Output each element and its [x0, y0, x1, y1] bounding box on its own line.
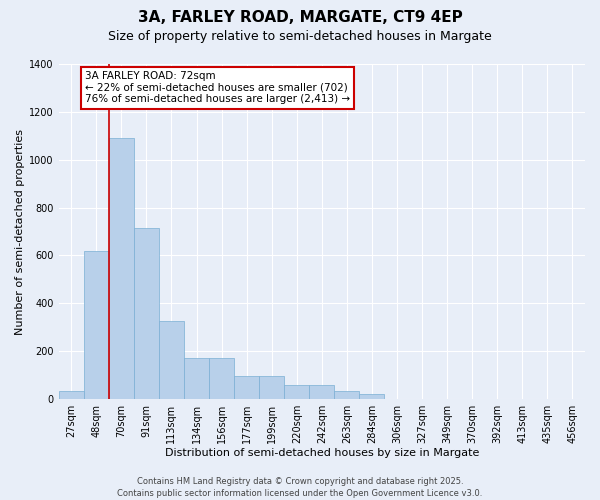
Y-axis label: Number of semi-detached properties: Number of semi-detached properties	[15, 128, 25, 334]
Text: Contains HM Land Registry data © Crown copyright and database right 2025.
Contai: Contains HM Land Registry data © Crown c…	[118, 476, 482, 498]
Bar	[309, 384, 334, 399]
Text: 3A FARLEY ROAD: 72sqm
← 22% of semi-detached houses are smaller (702)
76% of sem: 3A FARLEY ROAD: 72sqm ← 22% of semi-deta…	[85, 71, 350, 104]
Text: 3A, FARLEY ROAD, MARGATE, CT9 4EP: 3A, FARLEY ROAD, MARGATE, CT9 4EP	[137, 10, 463, 25]
Bar	[359, 394, 385, 399]
Bar	[284, 384, 309, 399]
Bar	[59, 390, 84, 399]
Bar	[259, 376, 284, 399]
Bar	[159, 322, 184, 399]
Text: Size of property relative to semi-detached houses in Margate: Size of property relative to semi-detach…	[108, 30, 492, 43]
Bar	[109, 138, 134, 399]
Bar	[234, 376, 259, 399]
Bar	[209, 358, 234, 399]
Bar	[334, 390, 359, 399]
X-axis label: Distribution of semi-detached houses by size in Margate: Distribution of semi-detached houses by …	[164, 448, 479, 458]
Bar	[184, 358, 209, 399]
Bar	[84, 250, 109, 399]
Bar	[134, 228, 159, 399]
